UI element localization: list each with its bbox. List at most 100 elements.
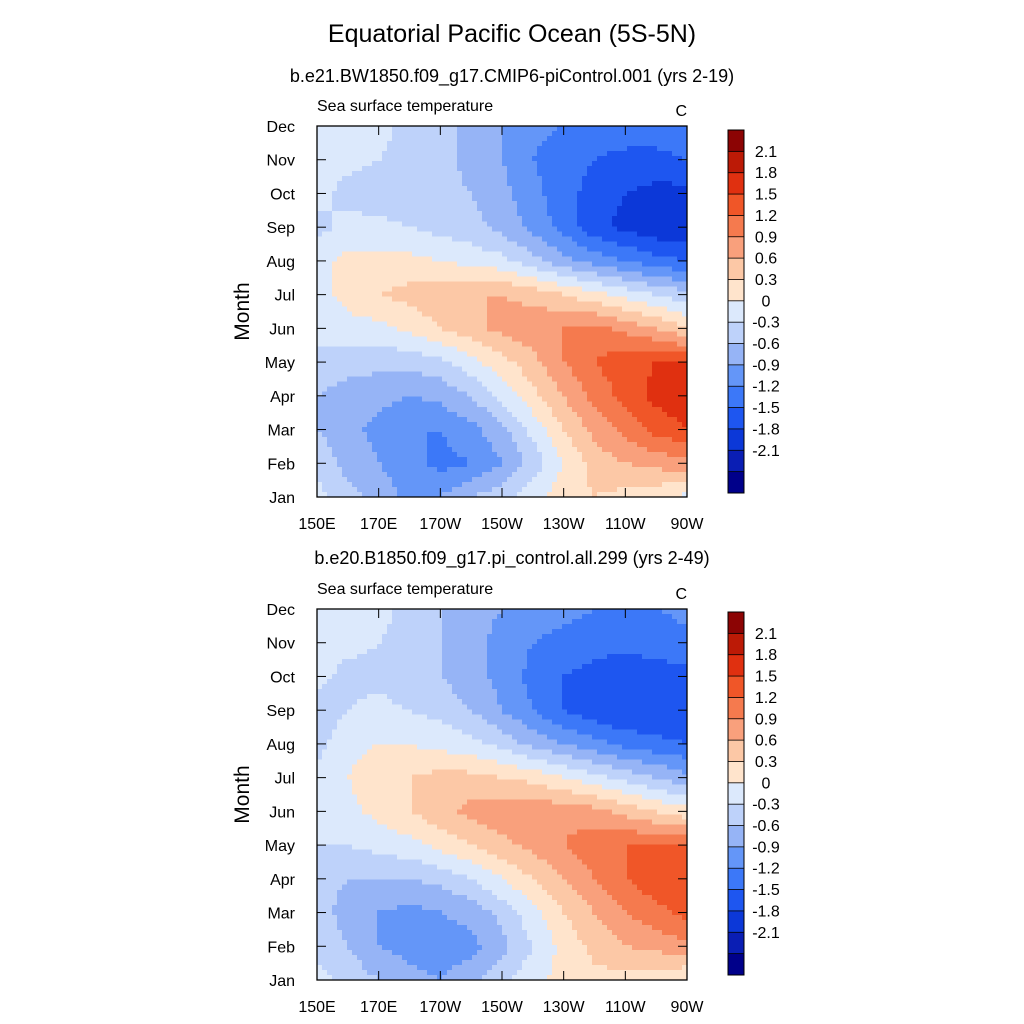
- contour-cell: [407, 346, 413, 353]
- contour-cell: [532, 291, 538, 298]
- contour-cell: [497, 291, 503, 298]
- contour-cell: [527, 161, 533, 167]
- contour-cell: [657, 206, 663, 212]
- contour-cell: [332, 216, 338, 222]
- contour-cell: [602, 236, 608, 242]
- contour-cell: [412, 126, 418, 132]
- contour-cell: [512, 346, 518, 353]
- contour-cell: [462, 241, 468, 247]
- contour-cell: [512, 391, 518, 398]
- contour-cell: [437, 276, 443, 283]
- contour-cell: [437, 246, 443, 252]
- contour-cell: [347, 181, 353, 187]
- contour-cell: [612, 186, 618, 192]
- contour-cell: [617, 436, 623, 443]
- contour-cell: [477, 191, 483, 197]
- contour-cell: [597, 221, 603, 227]
- contour-cell: [572, 336, 578, 343]
- contour-cell: [477, 421, 483, 428]
- contour-cell: [487, 426, 493, 433]
- contour-cell: [372, 361, 378, 368]
- contour-cell: [392, 321, 398, 328]
- contour-cell: [412, 186, 418, 192]
- contour-cell: [522, 356, 528, 363]
- contour-cell: [502, 366, 508, 373]
- contour-cell: [362, 391, 368, 398]
- contour-cell: [437, 191, 443, 197]
- contour-cell: [402, 431, 408, 438]
- contour-cell: [462, 421, 468, 428]
- contour-cell: [372, 411, 378, 418]
- contour-cell: [332, 281, 338, 288]
- contour-cell: [652, 421, 658, 428]
- contour-cell: [422, 356, 428, 363]
- contour-cell: [567, 326, 573, 333]
- contour-cell: [677, 241, 683, 247]
- contour-cell: [452, 146, 458, 152]
- contour-cell: [612, 181, 618, 187]
- contour-cell: [527, 201, 533, 207]
- contour-cell: [447, 146, 453, 152]
- contour-cell: [367, 421, 373, 428]
- contour-cell: [562, 371, 568, 378]
- contour-cell: [497, 336, 503, 343]
- contour-cell: [492, 206, 498, 212]
- contour-cell: [542, 316, 548, 323]
- contour-cell: [597, 411, 603, 418]
- contour-cell: [467, 326, 473, 333]
- contour-cell: [582, 271, 588, 277]
- contour-cell: [682, 211, 688, 217]
- contour-cell: [422, 386, 428, 393]
- contour-cell: [547, 451, 553, 458]
- contour-cell: [332, 286, 338, 293]
- contour-cell: [437, 326, 443, 333]
- contour-cell: [627, 436, 633, 443]
- contour-cell: [507, 216, 513, 222]
- contour-cell: [502, 286, 508, 293]
- contour-cell: [632, 311, 638, 318]
- contour-cell: [352, 266, 358, 272]
- contour-cell: [342, 341, 348, 348]
- contour-cell: [522, 146, 528, 152]
- contour-cell: [557, 396, 563, 403]
- contour-cell: [507, 396, 513, 403]
- contour-cell: [327, 266, 333, 272]
- contour-cell: [612, 321, 618, 328]
- contour-cell: [637, 436, 643, 443]
- contour-cell: [682, 396, 688, 403]
- contour-cell: [457, 426, 463, 433]
- contour-cell: [367, 221, 373, 227]
- contour-cell: [592, 431, 598, 438]
- contour-cell: [467, 316, 473, 323]
- contour-cell: [502, 146, 508, 152]
- contour-cell: [547, 301, 553, 308]
- contour-cell: [547, 341, 553, 348]
- contour-cell: [552, 286, 558, 293]
- contour-cell: [352, 241, 358, 247]
- contour-cell: [647, 356, 653, 363]
- contour-cell: [632, 236, 638, 242]
- contour-cell: [672, 131, 678, 137]
- contour-cell: [467, 446, 473, 453]
- contour-cell: [347, 406, 353, 413]
- contour-cell: [392, 196, 398, 202]
- contour-cell: [612, 376, 618, 383]
- contour-cell: [342, 326, 348, 333]
- contour-cell: [637, 421, 643, 428]
- contour-cell: [507, 226, 513, 232]
- contour-cell: [532, 396, 538, 403]
- contour-cell: [597, 286, 603, 293]
- contour-cell: [382, 306, 388, 313]
- contour-cell: [582, 326, 588, 333]
- contour-cell: [517, 441, 523, 448]
- contour-cell: [602, 166, 608, 172]
- contour-cell: [472, 461, 478, 468]
- contour-cell: [567, 131, 573, 137]
- contour-cell: [372, 231, 378, 237]
- contour-cell: [557, 386, 563, 393]
- contour-cell: [442, 216, 448, 222]
- contour-cell: [652, 396, 658, 403]
- contour-cell: [472, 356, 478, 363]
- contour-cell: [597, 426, 603, 433]
- contour-cell: [592, 241, 598, 247]
